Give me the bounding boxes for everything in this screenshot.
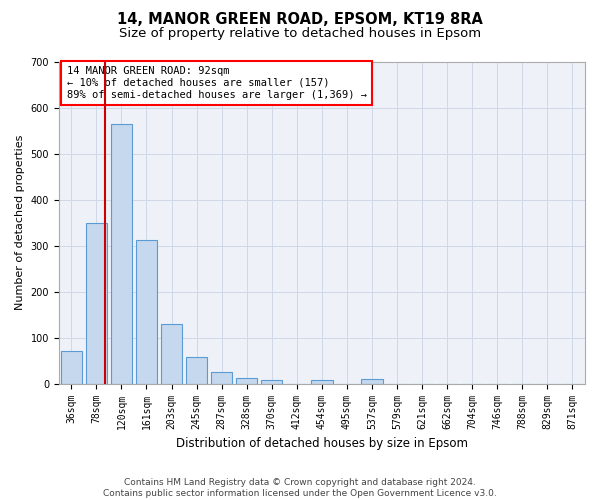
- Bar: [361, 379, 383, 384]
- Bar: [236, 378, 257, 384]
- Text: Size of property relative to detached houses in Epsom: Size of property relative to detached ho…: [119, 28, 481, 40]
- Bar: [261, 380, 283, 384]
- Bar: [86, 222, 107, 384]
- Bar: [186, 358, 207, 384]
- X-axis label: Distribution of detached houses by size in Epsom: Distribution of detached houses by size …: [176, 437, 468, 450]
- Bar: [311, 380, 332, 384]
- Bar: [211, 372, 232, 384]
- Bar: [136, 240, 157, 384]
- Text: Contains HM Land Registry data © Crown copyright and database right 2024.
Contai: Contains HM Land Registry data © Crown c…: [103, 478, 497, 498]
- Text: 14, MANOR GREEN ROAD, EPSOM, KT19 8RA: 14, MANOR GREEN ROAD, EPSOM, KT19 8RA: [117, 12, 483, 28]
- Bar: [61, 352, 82, 384]
- Y-axis label: Number of detached properties: Number of detached properties: [15, 135, 25, 310]
- Bar: [161, 324, 182, 384]
- Text: 14 MANOR GREEN ROAD: 92sqm
← 10% of detached houses are smaller (157)
89% of sem: 14 MANOR GREEN ROAD: 92sqm ← 10% of deta…: [67, 66, 367, 100]
- Bar: [111, 124, 132, 384]
